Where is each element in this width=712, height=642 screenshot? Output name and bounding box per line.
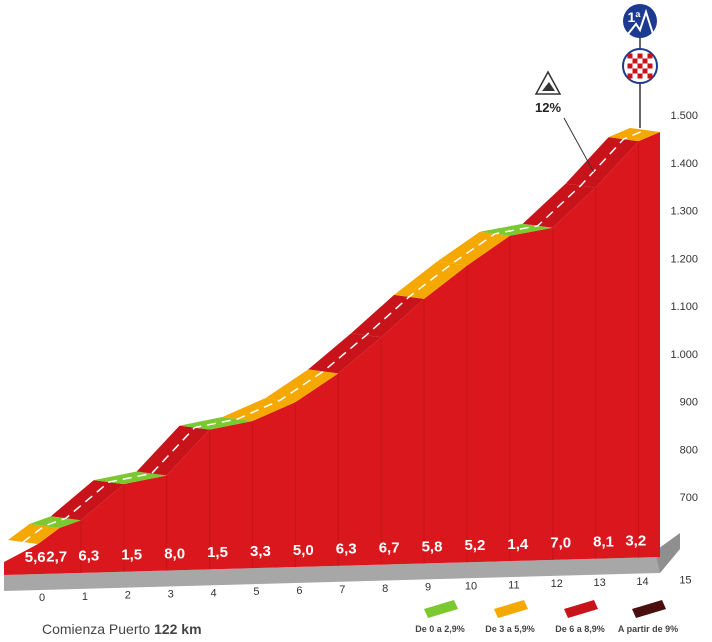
segment-gradient-label: 2,7 — [46, 549, 67, 566]
legend: De 0 a 2,9% De 3 a 5,9% De 6 a 8,9% A parti… — [415, 600, 678, 634]
km-tick-label: 15 — [679, 575, 691, 587]
segment-gradient-label: 1,5 — [121, 546, 142, 563]
profile-left-face — [4, 544, 38, 575]
mountain-category-label: 1ª — [628, 9, 642, 25]
max-gradient-marker: 12% — [534, 70, 594, 172]
segment-gradient-label: 6,3 — [78, 548, 99, 565]
gradient-band — [265, 369, 339, 403]
legend-swatch — [564, 600, 598, 618]
segment-gradient-label: 8,1 — [593, 534, 614, 551]
legend-label: De 0 a 2,9% — [415, 624, 465, 634]
km-tick-label: 3 — [168, 589, 174, 601]
legend-label: A partir de 9% — [618, 624, 678, 634]
km-tick-label: 9 — [425, 582, 431, 594]
segment-gradient-label: 5,6 — [25, 549, 46, 566]
km-tick-label: 10 — [465, 580, 477, 592]
legend-label: De 6 a 8,9% — [555, 624, 605, 634]
climb-start-label: Comienza Puerto 122 km — [42, 621, 202, 637]
km-tick-label: 5 — [253, 586, 259, 598]
base-strip-side — [655, 533, 680, 573]
max-gradient-label: 12% — [535, 100, 561, 115]
km-tick-label: 6 — [296, 585, 302, 597]
label-layer: 5,6 2,7 6,3 1,5 8,0 1,5 3,3 5,0 6,3 6,7 5,8 5,2 1,4 7… — [25, 110, 698, 604]
km-tick-label: 2 — [125, 590, 131, 602]
altitude-tick-label: 1.400 — [670, 158, 698, 170]
footer-label: Comienza Puerto — [42, 621, 154, 637]
gradient-band — [8, 523, 60, 544]
footer-km: 122 km — [154, 621, 201, 637]
segment-gradient-label: 1,5 — [207, 544, 228, 561]
segment-gradient-label: 6,7 — [379, 539, 400, 556]
km-tick-label: 0 — [39, 592, 45, 604]
segment-gradient-label: 8,0 — [164, 545, 185, 562]
segment-gradient-label: 3,2 — [625, 533, 646, 550]
altitude-tick-label: 1.500 — [670, 110, 698, 122]
km-tick-label: 8 — [382, 583, 388, 595]
segment-gradient-label: 6,3 — [336, 541, 357, 558]
altitude-tick-label: 1.200 — [670, 253, 698, 265]
segment-gradient-label: 3,3 — [250, 543, 271, 560]
profile-body-layer — [4, 132, 680, 591]
altitude-tick-label: 700 — [680, 492, 698, 504]
segment-gradient-label: 7,0 — [550, 535, 571, 552]
km-tick-label: 7 — [339, 584, 345, 596]
summit-markers: 1ª — [622, 4, 658, 128]
km-tick-label: 14 — [636, 576, 648, 588]
segment-gradient-label: 5,0 — [293, 542, 314, 559]
km-tick-label: 13 — [594, 577, 606, 589]
gradient-band — [222, 398, 296, 422]
km-tick-label: 1 — [82, 591, 88, 603]
segment-gradient-label: 5,2 — [464, 537, 485, 554]
gradient-warning-icon — [534, 70, 562, 95]
altitude-tick-label: 900 — [680, 397, 698, 409]
km-tick-label: 12 — [551, 578, 563, 590]
legend-swatch — [494, 600, 528, 618]
altitude-tick-label: 1.000 — [670, 349, 698, 361]
altitude-tick-label: 1.300 — [670, 206, 698, 218]
legend-swatch — [632, 600, 666, 618]
altitude-tick-label: 1.100 — [670, 301, 698, 313]
checkered-flag-icon — [627, 53, 653, 79]
profile-centerline — [22, 129, 646, 543]
km-tick-label: 11 — [508, 579, 519, 591]
altitude-tick-label: 800 — [680, 444, 698, 456]
legend-label: De 3 a 5,9% — [485, 624, 535, 634]
base-strip — [4, 557, 660, 591]
segment-gradient-label: 5,8 — [422, 538, 443, 555]
segment-gradient-label: 1,4 — [507, 536, 529, 553]
km-tick-label: 4 — [211, 587, 217, 599]
gradient-band-layer — [8, 128, 660, 544]
profile-front-face — [4, 132, 660, 575]
legend-swatch — [424, 600, 458, 618]
